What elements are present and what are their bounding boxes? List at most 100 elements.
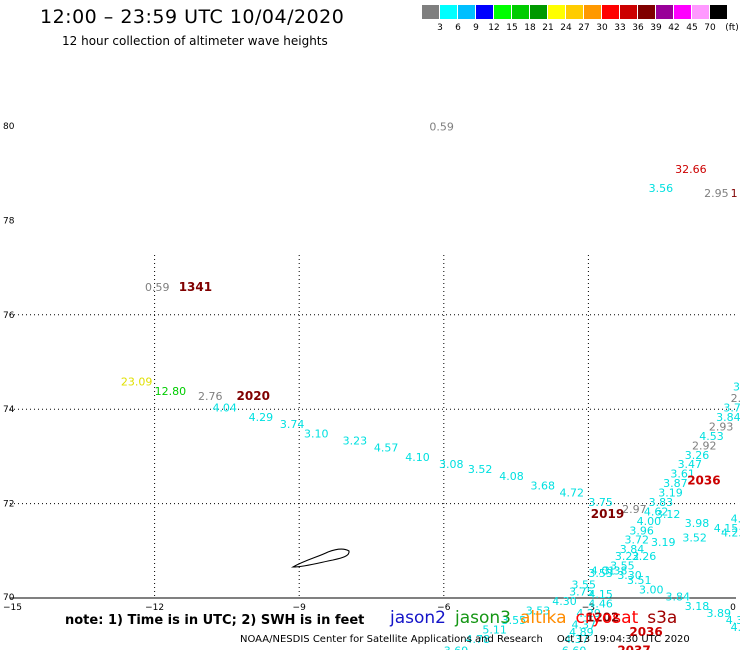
- wave-height-label: 3.23: [343, 435, 368, 448]
- wave-height-label: 2.92: [692, 439, 717, 452]
- wave-height-label: 4.29: [249, 411, 274, 424]
- axis-labels: −15 −12 −9 −6 −3 0 80 78 76 74 72 70: [3, 122, 736, 613]
- colorbar-swatch: [494, 5, 512, 19]
- wave-height-label: 4.15: [714, 522, 739, 535]
- wave-height-label: 2.97: [622, 503, 647, 516]
- wave-height-label: 4.37: [564, 633, 589, 646]
- wave-height-label: 5.11: [482, 623, 507, 636]
- legend-cryosat: cryosat: [575, 608, 639, 628]
- wave-height-label: 4.10: [405, 451, 430, 464]
- colorbar-label: 24: [560, 23, 572, 33]
- colorbar-swatch: [710, 5, 728, 19]
- colorbar-swatch: [602, 5, 620, 19]
- wave-height-label: 4.31: [726, 614, 740, 627]
- wave-height-label: 3.96: [629, 524, 654, 537]
- colorbar-label: 21: [542, 23, 554, 33]
- colorbar-swatch: [674, 5, 692, 19]
- colorbar-swatch: [530, 5, 548, 19]
- x-tick-label: −3: [582, 603, 595, 613]
- pass-time-label: 2020: [237, 389, 270, 403]
- wave-height-label: 3.12: [656, 508, 681, 521]
- colorbar-swatch: [656, 5, 674, 19]
- colorbar-swatch: [548, 5, 566, 19]
- wave-height-label: 4.57: [374, 442, 399, 455]
- wave-height-label: 4.46: [588, 597, 613, 610]
- pass-time-label: 1202: [586, 611, 619, 625]
- wave-height-label: 1: [731, 187, 738, 200]
- wave-height-label: 0.59: [429, 121, 454, 134]
- wave-height-label: 3.18: [685, 600, 710, 613]
- wave-height-label: 4.04: [212, 402, 237, 415]
- map-grid: [10, 255, 736, 599]
- wave-height-label: 32.66: [675, 163, 707, 176]
- map-title: 12:00 – 23:59 UTC 10/04/2020: [40, 6, 345, 28]
- coastline-island: [290, 548, 350, 568]
- wave-height-label: 3.47: [678, 458, 703, 471]
- wave-height-label: 4.00: [637, 515, 662, 528]
- pass-time-label: 2036: [687, 474, 720, 488]
- colorbar-label: 36: [632, 23, 644, 33]
- colorbar-label: 39: [650, 23, 662, 33]
- wave-height-label: 3.22: [615, 550, 640, 563]
- colorbar-label: 15: [506, 23, 518, 33]
- colorbar-swatch: [692, 5, 710, 19]
- wave-height-label: 3.84: [620, 543, 645, 556]
- x-tick-label: −12: [145, 603, 164, 613]
- colorbar-label: 27: [578, 23, 590, 33]
- colorbar-swatch: [476, 5, 494, 19]
- colorbar-swatch: [422, 5, 440, 19]
- wave-height-label: 12.80: [155, 385, 187, 398]
- wave-height-label: 3.38: [603, 564, 628, 577]
- map-subtitle: 12 hour collection of altimeter wave hei…: [62, 34, 328, 48]
- wave-height-label: 2.8: [731, 392, 740, 405]
- wave-height-label: 3.83: [649, 496, 674, 509]
- wave-height-label: 4.3: [731, 512, 740, 525]
- legend-jason3: jason3: [455, 608, 511, 628]
- colorbar-label: 45: [686, 23, 698, 33]
- x-tick-label: −15: [3, 603, 22, 613]
- wave-height-label: 23.09: [121, 376, 153, 389]
- wave-height-label: 3.70: [733, 380, 740, 393]
- wave-height-label: 3.7: [723, 402, 740, 415]
- colorbar-label: 12: [488, 23, 500, 33]
- wave-height-label: 3.84: [666, 590, 691, 603]
- wave-height-label: 2.76: [198, 390, 223, 403]
- wave-height-label: 3.53: [588, 567, 613, 580]
- wave-height-label: 4.08: [499, 470, 523, 483]
- y-tick-label: 70: [3, 593, 15, 603]
- wave-height-label: 3.56: [649, 182, 674, 195]
- wave-height-label: 6.60: [562, 645, 587, 650]
- colorbar-swatch: [584, 5, 602, 19]
- wave-height-label: 3.26: [685, 449, 710, 462]
- wave-height-label: 3.75: [569, 586, 594, 599]
- wave-height-label: 3.19: [658, 487, 683, 500]
- pass-time-label: 1341: [179, 280, 212, 294]
- colorbar-unit: (ft): [725, 23, 739, 33]
- wave-height-label: 4.53: [699, 430, 724, 443]
- wave-height-label: 3.87: [663, 477, 688, 490]
- wave-height-label: 4.37: [572, 619, 597, 632]
- wave-height-label: 3.55: [610, 560, 635, 573]
- wave-height-label: 4.29: [576, 607, 601, 620]
- y-tick-label: 74: [3, 405, 15, 415]
- wave-height-label: 3.69: [444, 645, 469, 650]
- colorbar-label: 9: [473, 23, 479, 33]
- wave-height-label: 3.08: [439, 458, 464, 471]
- wave-height-label: 3.26: [632, 550, 657, 563]
- wave-height-label: 3.89: [706, 607, 731, 620]
- legend-altika: altika: [520, 608, 567, 628]
- colorbar-label: 33: [614, 23, 626, 33]
- x-tick-label: −6: [437, 603, 451, 613]
- wave-height-label: 3.72: [625, 534, 650, 547]
- wave-height-label: 4.62: [644, 505, 669, 518]
- wave-height-label: 3.68: [531, 479, 556, 492]
- pass-time-label: 2036: [629, 625, 662, 639]
- wave-height-label: 3.00: [639, 583, 664, 596]
- credit-text: NOAA/NESDIS Center for Satellite Applica…: [240, 634, 543, 645]
- legend-jason2: jason2: [390, 608, 446, 628]
- wave-height-label: 2.93: [709, 420, 734, 433]
- footer-credit: NOAA/NESDIS Center for Satellite Applica…: [240, 634, 704, 645]
- wave-height-label: 3.53: [526, 605, 551, 618]
- wave-height-label: 2.95: [704, 187, 729, 200]
